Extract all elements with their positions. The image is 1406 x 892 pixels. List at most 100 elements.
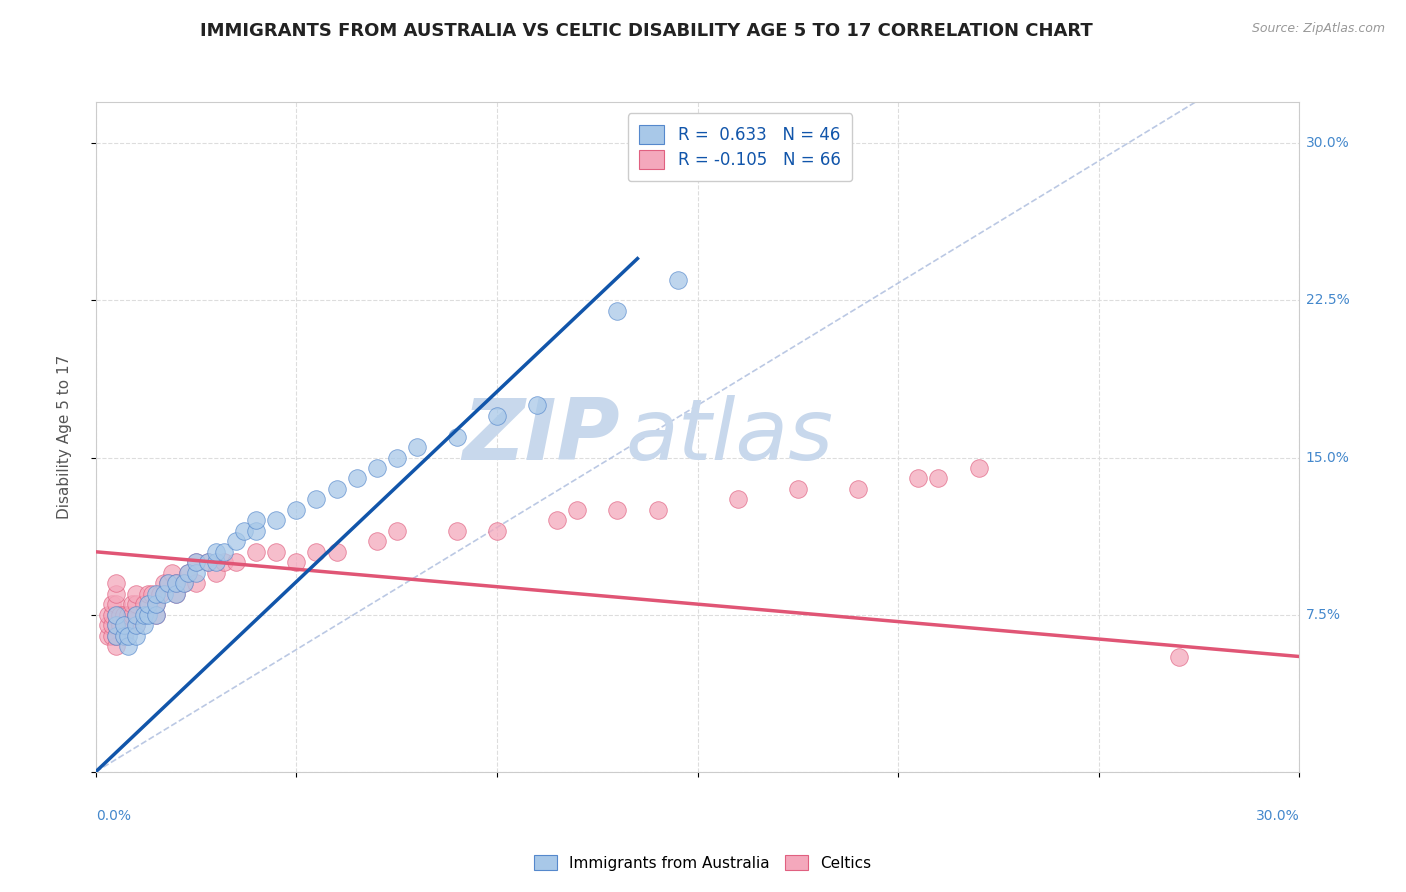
Point <box>132 618 155 632</box>
Legend: R =  0.633   N = 46, R = -0.105   N = 66: R = 0.633 N = 46, R = -0.105 N = 66 <box>627 113 852 181</box>
Point <box>567 503 589 517</box>
Point <box>153 576 176 591</box>
Text: ZIP: ZIP <box>461 395 620 478</box>
Point <box>184 576 207 591</box>
Point <box>846 482 869 496</box>
Text: 0.0%: 0.0% <box>96 808 131 822</box>
Point <box>266 513 288 527</box>
Point <box>366 534 388 549</box>
Point <box>112 607 135 622</box>
Point <box>125 629 148 643</box>
Point <box>325 482 347 496</box>
Point <box>145 607 167 622</box>
Point <box>165 587 187 601</box>
Point <box>101 597 124 611</box>
Point <box>112 629 135 643</box>
Point <box>225 534 247 549</box>
Point <box>136 597 159 611</box>
Point <box>117 618 139 632</box>
Point <box>727 492 749 507</box>
Point <box>486 524 509 538</box>
Text: IMMIGRANTS FROM AUSTRALIA VS CELTIC DISABILITY AGE 5 TO 17 CORRELATION CHART: IMMIGRANTS FROM AUSTRALIA VS CELTIC DISA… <box>201 22 1092 40</box>
Point <box>117 629 139 643</box>
Point <box>97 618 120 632</box>
Point <box>197 555 219 569</box>
Point <box>346 471 368 485</box>
Point <box>108 618 131 632</box>
Point <box>145 597 167 611</box>
Point <box>245 545 267 559</box>
Text: Source: ZipAtlas.com: Source: ZipAtlas.com <box>1251 22 1385 36</box>
Point <box>184 566 207 580</box>
Point <box>907 471 929 485</box>
Point <box>104 576 127 591</box>
Point <box>117 639 139 653</box>
Point <box>104 607 127 622</box>
Point <box>101 629 124 643</box>
Point <box>325 545 347 559</box>
Point <box>285 503 308 517</box>
Text: atlas: atlas <box>626 395 834 478</box>
Point <box>305 492 328 507</box>
Point <box>112 618 135 632</box>
Legend: Immigrants from Australia, Celtics: Immigrants from Australia, Celtics <box>526 846 880 880</box>
Point <box>97 607 120 622</box>
Point <box>967 461 990 475</box>
Point <box>446 429 468 443</box>
Point <box>205 555 228 569</box>
Point <box>927 471 949 485</box>
Point <box>101 618 124 632</box>
Point <box>245 513 267 527</box>
Point <box>104 587 127 601</box>
Point <box>132 597 155 611</box>
Point <box>385 450 408 465</box>
Point <box>108 607 131 622</box>
Point <box>385 524 408 538</box>
Point <box>266 545 288 559</box>
Point <box>165 576 187 591</box>
Point <box>145 597 167 611</box>
Point <box>136 607 159 622</box>
Point <box>177 566 200 580</box>
Point <box>145 607 167 622</box>
Point <box>787 482 810 496</box>
Text: 30.0%: 30.0% <box>1256 808 1299 822</box>
Point <box>647 503 669 517</box>
Point <box>446 524 468 538</box>
Point <box>245 524 267 538</box>
Point <box>104 597 127 611</box>
Point <box>225 555 247 569</box>
Point <box>121 607 143 622</box>
Point <box>165 576 187 591</box>
Text: 30.0%: 30.0% <box>1306 136 1350 151</box>
Point <box>125 607 148 622</box>
Point <box>121 597 143 611</box>
Point <box>666 272 689 286</box>
Point <box>546 513 568 527</box>
Point <box>156 576 179 591</box>
Point <box>104 639 127 653</box>
Point <box>104 629 127 643</box>
Point <box>177 566 200 580</box>
Point <box>486 409 509 423</box>
Point <box>145 587 167 601</box>
Point <box>125 597 148 611</box>
Point <box>305 545 328 559</box>
Point <box>526 398 548 412</box>
Point <box>104 618 127 632</box>
Point <box>112 618 135 632</box>
Point <box>104 629 127 643</box>
Point <box>366 461 388 475</box>
Point <box>184 555 207 569</box>
Point <box>285 555 308 569</box>
Point <box>104 607 127 622</box>
Text: 7.5%: 7.5% <box>1306 607 1340 622</box>
Point <box>125 607 148 622</box>
Point <box>141 587 163 601</box>
Point <box>165 587 187 601</box>
Point <box>101 607 124 622</box>
Point <box>156 576 179 591</box>
Point <box>125 618 148 632</box>
Text: 22.5%: 22.5% <box>1306 293 1350 308</box>
Point <box>173 576 195 591</box>
